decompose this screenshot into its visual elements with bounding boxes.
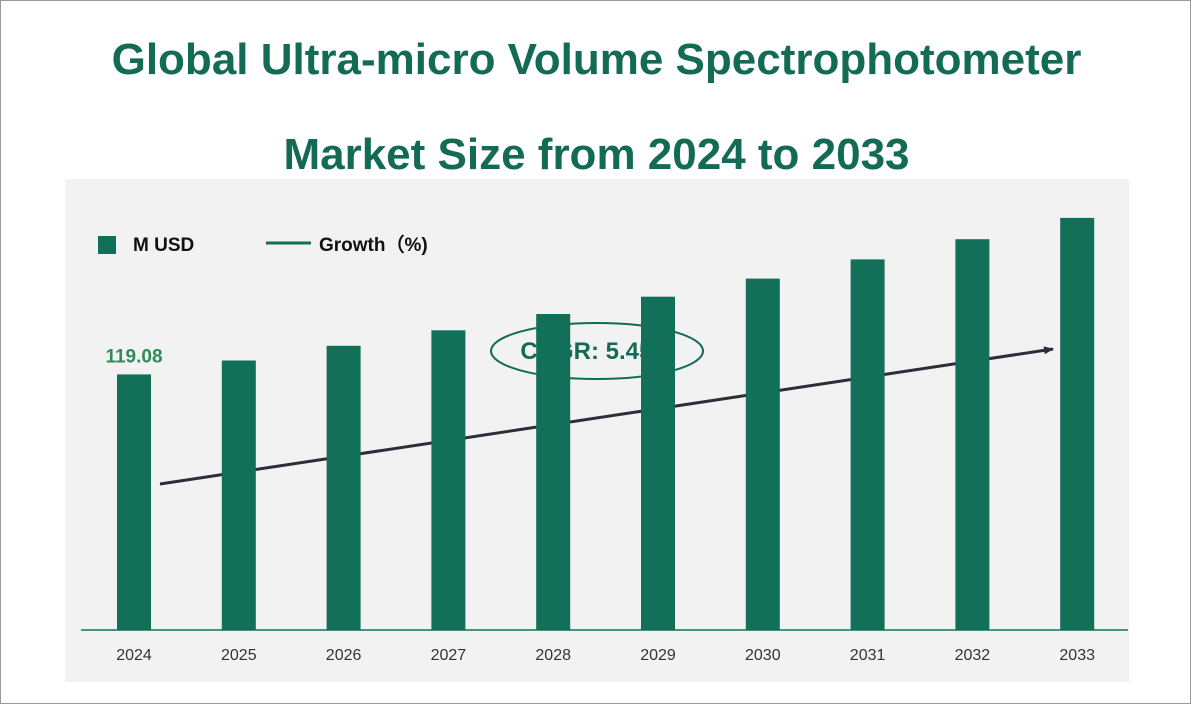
chart-subtitle: Market Size from 2024 to 2033 — [283, 130, 910, 179]
bar-2025 — [221, 360, 256, 630]
legend: M USD Growth（%) — [98, 233, 428, 256]
legend-label-m-usd: M USD — [133, 235, 194, 256]
bar-2029 — [641, 296, 675, 630]
x-ticks-group: 2024 2025 2026 2027 2028 2029 2030 2031 2032 2033 — [116, 647, 1095, 664]
x-tick-2029: 2029 — [640, 647, 676, 664]
x-tick-2027: 2027 — [431, 647, 467, 664]
x-tick-2030: 2030 — [745, 647, 781, 664]
chart-title: Global Ultra-micro Volume Spectrophotome… — [111, 35, 1082, 84]
data-label-2024: 119.08 — [105, 346, 162, 367]
cagr-ellipse — [490, 322, 704, 380]
x-tick-2026: 2026 — [326, 647, 362, 664]
x-tick-2025: 2025 — [221, 647, 257, 664]
bar-chart: M USD Growth（%) CAGR: 5.45% 2024 2025 2026… — [81, 217, 1128, 664]
bar-2024 — [117, 374, 151, 630]
bar-2031 — [850, 259, 885, 630]
bar-2030 — [745, 278, 780, 630]
trend-arrow — [159, 346, 1054, 486]
legend-label-growth: Growth（%) — [319, 233, 428, 256]
legend-bar-swatch — [98, 236, 116, 254]
x-tick-2024: 2024 — [116, 647, 152, 664]
x-tick-2033: 2033 — [1059, 647, 1095, 664]
bar-2028 — [536, 314, 571, 630]
x-tick-2032: 2032 — [955, 647, 991, 664]
bar-2027 — [431, 330, 466, 630]
bar-2033 — [1060, 217, 1095, 630]
x-tick-2031: 2031 — [850, 647, 886, 664]
bar-2032 — [955, 239, 990, 630]
bar-2026 — [326, 345, 361, 630]
bars-group — [117, 217, 1095, 630]
plot-panel: M USD Growth（%) CAGR: 5.45% 2024 2025 2026… — [65, 179, 1129, 682]
x-tick-2028: 2028 — [535, 647, 571, 664]
